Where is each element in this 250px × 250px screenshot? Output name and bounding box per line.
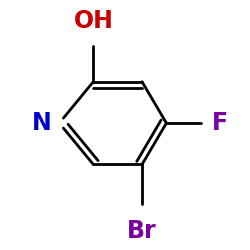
Text: F: F (212, 111, 228, 135)
Text: Br: Br (127, 219, 157, 243)
Text: OH: OH (74, 9, 113, 33)
Text: N: N (32, 111, 52, 135)
